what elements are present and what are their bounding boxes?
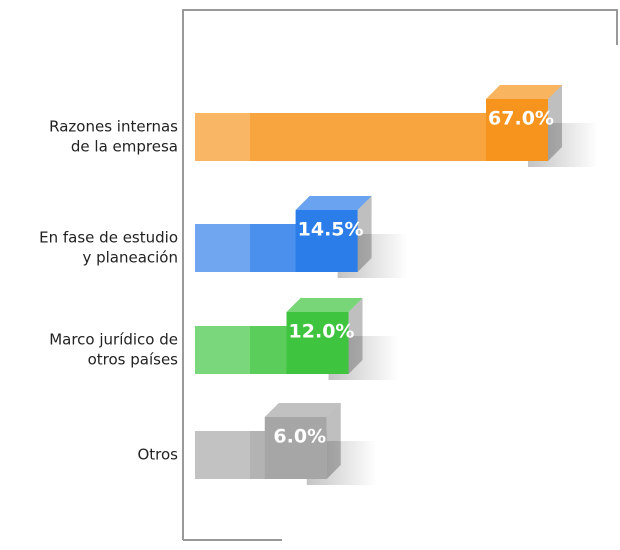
bar-cube-top xyxy=(264,403,341,417)
bar-highlight xyxy=(195,431,250,479)
bar-cube-top xyxy=(295,196,372,210)
category-label: y planeación xyxy=(82,249,178,267)
bar-highlight xyxy=(195,326,250,374)
category-label: Razones internas xyxy=(49,118,178,136)
bar-cube-side xyxy=(357,196,372,272)
bar-cube-front xyxy=(486,99,548,161)
bar-cube-side xyxy=(348,298,363,374)
bar-cube-front xyxy=(295,210,358,272)
category-label: Marco jurídico de xyxy=(49,331,178,349)
bar-highlight xyxy=(195,224,250,272)
bar-cube-front xyxy=(286,312,349,374)
value-label: 6.0% xyxy=(273,426,326,448)
category-label: En fase de estudio xyxy=(39,229,178,247)
bar-cube-side xyxy=(548,85,562,161)
bar-highlight xyxy=(195,113,250,161)
bar-cube-front xyxy=(264,417,327,479)
category-label: Otros xyxy=(137,446,178,464)
bar-cube-top xyxy=(486,85,562,99)
category-label: de la empresa xyxy=(71,138,178,156)
bar-cube-side xyxy=(326,403,341,479)
frame xyxy=(182,9,618,540)
bar-cube-top xyxy=(286,298,363,312)
value-label: 67.0% xyxy=(488,108,554,130)
category-label: otros países xyxy=(88,351,179,369)
value-label: 12.0% xyxy=(289,321,355,343)
value-label: 14.5% xyxy=(298,219,364,241)
